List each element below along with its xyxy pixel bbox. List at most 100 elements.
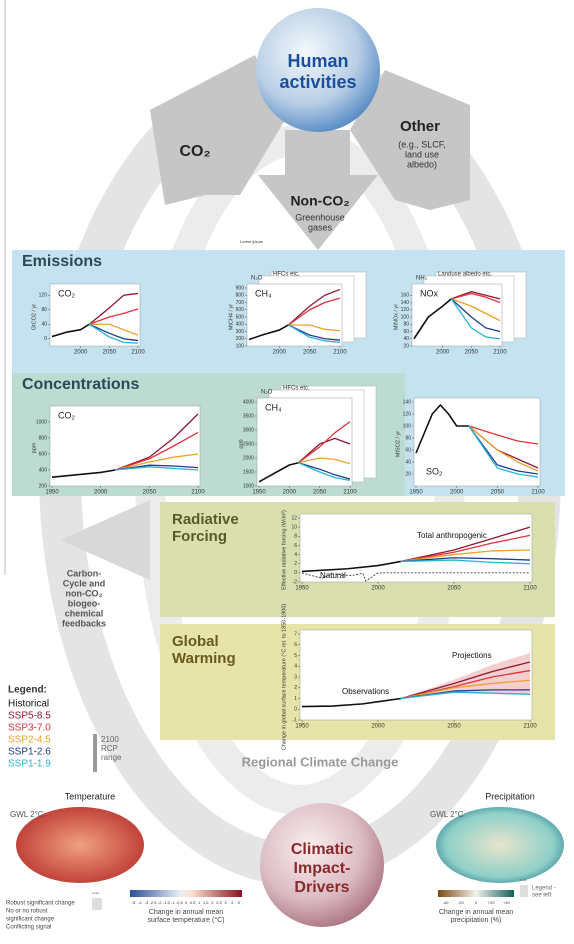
colorbar-caption: precipitation (%) (451, 917, 502, 924)
cid-label: Drivers (294, 879, 349, 896)
y-tick-label: 0 (294, 570, 297, 576)
gwl-label: GWL 2°C (10, 810, 44, 819)
colorbar-tick: 3 (224, 900, 227, 905)
x-tick-label: 2100 (523, 586, 537, 592)
y-tick-label: 8 (294, 534, 297, 540)
key-swatch (92, 898, 102, 910)
cid-label: Climatic (291, 841, 353, 858)
y-tick-label: 3000 (243, 427, 254, 433)
nonco2-label: Non-CO₂ (290, 193, 349, 209)
x-tick-label: 1950 (409, 490, 423, 496)
y-tick-label: 4 (294, 664, 297, 670)
key-entry: significant change (6, 917, 55, 923)
y-tick-label: 80 (41, 307, 47, 313)
series-line (400, 557, 531, 563)
y-tick-label: 600 (39, 451, 48, 457)
colorbar-tick: +40 (503, 900, 511, 905)
range-label: 2100 (101, 735, 119, 744)
placeholder: Lorem ipsum (240, 239, 264, 244)
colorbar-tick: 2 (211, 900, 214, 905)
y-tick-label: 3 (294, 674, 297, 680)
y-tick-label: 4 (294, 552, 297, 558)
colorbar-tick: 1.5 (203, 900, 209, 905)
x-tick-label: 2000 (371, 586, 385, 592)
temperature-colorbar (130, 890, 242, 897)
key-entry: Robust significant change (6, 901, 75, 907)
colorbar-tick: -0.5 (176, 900, 184, 905)
x-tick-label: 1950 (295, 586, 309, 592)
x-tick-label: 2050 (303, 350, 317, 356)
section-title: Forcing (172, 528, 227, 545)
y-tick-label: 200 (236, 336, 245, 342)
plot-area (411, 283, 503, 347)
y-tick-label: 0 (294, 707, 297, 713)
y-tick-label: 100 (236, 343, 245, 349)
key-entry: see left (532, 893, 552, 899)
y-tick-label: 100 (403, 423, 412, 429)
colorbar-tick: -2.5 (150, 900, 158, 905)
series-line (400, 679, 531, 700)
x-tick-label: 2100 (531, 490, 545, 496)
colorbar-tick: -4 (138, 900, 142, 905)
x-tick-label: 2050 (313, 490, 327, 496)
x-tick-label: 2000 (283, 490, 297, 496)
y-axis-label: ppm (31, 442, 37, 453)
co2-label: CO₂ (179, 143, 210, 160)
range-label: RCP (101, 744, 118, 753)
y-tick-label: 60 (403, 329, 409, 335)
y-axis-label: Effective radiative forcing (W/m²) (281, 510, 287, 590)
panel-title: SO₂ (426, 466, 443, 476)
x-tick-label: 2000 (371, 724, 385, 730)
colorbar-caption: surface temperature (°C) (147, 916, 224, 924)
y-tick-label: 60 (405, 447, 411, 453)
series-line (89, 323, 139, 336)
other-note: albedo) (407, 159, 437, 169)
y-tick-label: 40 (405, 459, 411, 465)
y-tick-label: 3500 (243, 413, 254, 419)
key-color: Color (92, 891, 99, 895)
annotation: Observations (342, 687, 389, 696)
key-entry: Legend - (532, 886, 556, 892)
y-tick-label: 600 (236, 307, 245, 313)
series-line (115, 431, 199, 471)
legend-entry: SSP5-8.5 (8, 711, 51, 722)
series-line (413, 298, 452, 340)
x-tick-label: 2100 (493, 350, 507, 356)
panel-title: CH₄ (265, 402, 282, 412)
y-tick-label: 400 (39, 467, 48, 473)
y-tick-label: 1000 (243, 483, 254, 489)
y-axis-label: MtCH4 / yr (228, 304, 234, 330)
nonco2-arrow (258, 130, 378, 250)
y-tick-label: 7 (294, 631, 297, 637)
legend-entry: SSP1-2.6 (8, 747, 51, 758)
plot-area (256, 397, 353, 487)
feedback-label: non-CO₂ (66, 588, 103, 598)
legend-entry: Historical (8, 699, 49, 710)
y-tick-label: 40 (41, 322, 47, 328)
feedback-label: Carbon- (67, 568, 102, 578)
precipitation-colorbar (438, 890, 514, 897)
y-tick-label: 12 (291, 515, 297, 521)
series-line (88, 292, 139, 325)
colorbar-tick: +20 (488, 900, 496, 905)
y-axis-label: MtNOx / yr (393, 304, 399, 330)
legend-entry: SSP2-4.5 (8, 735, 51, 746)
series-line (51, 469, 116, 478)
card-label: HFCs etc. (273, 272, 300, 278)
y-tick-label: -2 (293, 579, 298, 585)
x-tick-label: 2050 (447, 586, 461, 592)
series-line (400, 691, 531, 700)
colorbar-tick: -2 (158, 900, 162, 905)
y-tick-label: 5 (294, 653, 297, 659)
series-line (115, 464, 199, 471)
panel-title: CO₂ (58, 410, 76, 420)
annotation: Total anthropogenic (417, 531, 487, 540)
human-label: Human (287, 51, 348, 71)
card-label: N₂O (251, 276, 263, 282)
nonco2-note: Greenhouse (295, 212, 345, 222)
colorbar-tick: -20 (458, 900, 465, 905)
colorbar-caption: Change in annual mean (149, 909, 223, 916)
colorbar-tick: 5 (238, 900, 241, 905)
x-tick-label: 2100 (343, 490, 357, 496)
temperature-map (16, 807, 144, 883)
